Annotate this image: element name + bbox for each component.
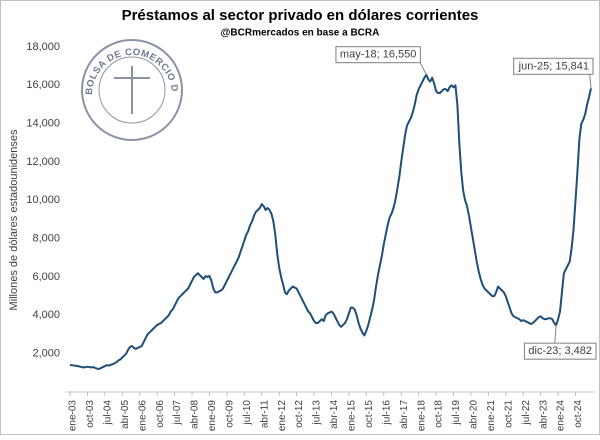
x-tick-label: oct-18 <box>434 400 445 428</box>
x-tick-label: oct-21 <box>503 400 514 428</box>
x-tick-label: abr-05 <box>120 400 131 429</box>
y-tick-label: 2,000 <box>32 348 60 360</box>
x-tick-label: jul-07 <box>172 400 183 426</box>
x-tick-label: abr-11 <box>259 400 270 429</box>
value-label-box <box>523 342 597 360</box>
x-tick-label: abr-14 <box>329 400 340 429</box>
x-tick-label: ene-21 <box>486 400 497 432</box>
x-tick-label: oct-09 <box>225 400 236 428</box>
x-tick-label: abr-20 <box>469 400 480 429</box>
value-label-box <box>335 46 421 64</box>
x-tick-label: oct-15 <box>364 400 375 428</box>
x-tick-label: ene-12 <box>277 400 288 432</box>
y-tick-label: 10,000 <box>26 194 60 206</box>
y-tick-label: 16,000 <box>26 79 60 91</box>
x-tick-label: ene-06 <box>137 400 148 432</box>
x-tick-label: ene-18 <box>416 400 427 432</box>
value-label: may-18; 16,550 <box>340 49 416 61</box>
line-series <box>70 73 592 370</box>
y-tick-label: 8,000 <box>32 233 60 245</box>
chart-title: Préstamos al sector privado en dólares c… <box>122 7 479 24</box>
x-tick-label: jul-13 <box>312 400 323 426</box>
x-tick-label: jul-10 <box>242 400 253 426</box>
x-tick-label: oct-12 <box>294 400 305 428</box>
x-tick-label: jul-04 <box>103 400 114 426</box>
x-tick-label: jul-22 <box>521 400 532 426</box>
y-tick-label: 14,000 <box>26 118 60 130</box>
logo-inner-ring <box>98 56 166 124</box>
x-tick-label: jul-16 <box>381 400 392 426</box>
value-label-box <box>513 57 594 75</box>
x-tick-label: ene-24 <box>556 400 567 432</box>
x-tick-label: ene-03 <box>68 400 79 432</box>
y-tick-label: 12,000 <box>26 156 60 168</box>
x-tick-label: oct-06 <box>155 400 166 428</box>
x-tick-label: jul-19 <box>451 400 462 426</box>
x-tick-label: oct-03 <box>85 400 96 428</box>
y-tick-label: 4,000 <box>32 309 60 321</box>
x-tick-label: abr-17 <box>399 400 410 429</box>
y-tick-label: 6,000 <box>32 271 60 283</box>
x-tick-label: ene-09 <box>207 400 218 432</box>
x-tick-label: abr-23 <box>538 400 549 429</box>
x-tick-label: oct-24 <box>573 400 584 428</box>
value-label: jun-25; 15,841 <box>518 60 589 72</box>
x-tick-label: abr-08 <box>190 400 201 429</box>
y-axis-label: Millones de dólares estadounidenses <box>8 129 20 311</box>
value-label: dic-23; 3,482 <box>528 345 592 357</box>
chart-subtitle: @BCRmercados en base a BCRA <box>221 28 380 39</box>
x-tick-label: ene-15 <box>347 400 358 432</box>
y-tick-label: 18,000 <box>26 41 60 53</box>
